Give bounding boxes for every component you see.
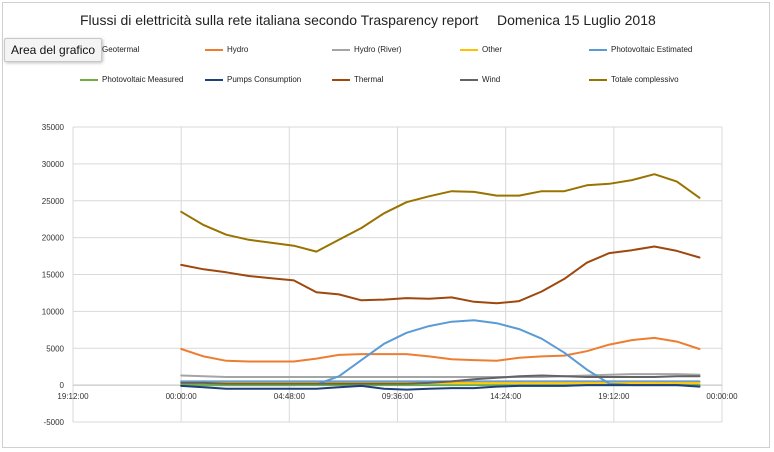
y-tick-label: 25000 (42, 197, 65, 206)
legend-swatch (460, 48, 478, 51)
x-tick-label: 19:12:00 (57, 392, 89, 401)
series-line-thermal (180, 245, 701, 305)
y-tick-label: 30000 (42, 160, 65, 169)
legend-swatch (589, 48, 607, 51)
chart-area-tooltip: Area del grafico (4, 38, 103, 62)
y-tick-label: 15000 (42, 271, 65, 280)
legend-swatch (332, 48, 350, 51)
legend-item: Hydro (River) (332, 44, 402, 56)
legend-label: Photovoltaic Measured (102, 75, 184, 84)
y-tick-label: 10000 (42, 307, 65, 316)
series-line-pumps-consumption (180, 384, 701, 391)
x-tick-label: 14:24:00 (490, 392, 522, 401)
legend-label: Wind (482, 75, 501, 84)
legend-label: Photovoltaic Estimated (611, 45, 693, 54)
legend-item: Wind (460, 74, 500, 86)
series-line-hydro-river (180, 373, 701, 378)
legend-swatch (332, 78, 350, 81)
y-tick-label: 35000 (42, 123, 65, 132)
legend-label: Hydro (River) (354, 45, 402, 54)
x-tick-label: 04:48:00 (274, 392, 306, 401)
legend-label: Other (482, 45, 503, 54)
legend-swatch (80, 78, 98, 81)
y-tick-label: 20000 (42, 234, 65, 243)
legend-swatch (205, 78, 223, 81)
chart-subtitle: Domenica 15 Luglio 2018 (497, 12, 656, 28)
legend-item: Thermal (332, 74, 383, 86)
legend-label: Hydro (227, 45, 249, 54)
x-tick-label: 19:12:00 (598, 392, 630, 401)
series-line-totale-complessivo (180, 173, 701, 253)
chart-title: Flussi di elettricità sulla rete italian… (80, 12, 479, 28)
x-tick-label: 00:00:00 (166, 392, 198, 401)
legend-swatch (460, 78, 478, 81)
series-line-hydro (180, 336, 701, 363)
y-tick-label: -5000 (44, 418, 65, 427)
legend-label: Pumps Consumption (227, 75, 302, 84)
x-tick-label: 00:00:00 (706, 392, 738, 401)
legend-label: Geotermal (102, 45, 140, 54)
legend-swatch (205, 48, 223, 51)
legend-label: Thermal (354, 75, 384, 84)
y-tick-label: 5000 (46, 344, 64, 353)
legend-item: Pumps Consumption (205, 74, 301, 86)
legend-item: Other (460, 44, 502, 56)
legend-swatch (589, 78, 607, 81)
y-tick-label: 0 (60, 381, 65, 390)
legend-label: Totale complessivo (611, 75, 679, 84)
series-line-wind (180, 374, 701, 385)
legend-item: Hydro (205, 44, 248, 56)
legend-item: Photovoltaic Measured (80, 74, 183, 86)
legend-item: Totale complessivo (589, 74, 679, 86)
legend-item: Photovoltaic Estimated (589, 44, 692, 56)
x-tick-label: 09:36:00 (382, 392, 414, 401)
